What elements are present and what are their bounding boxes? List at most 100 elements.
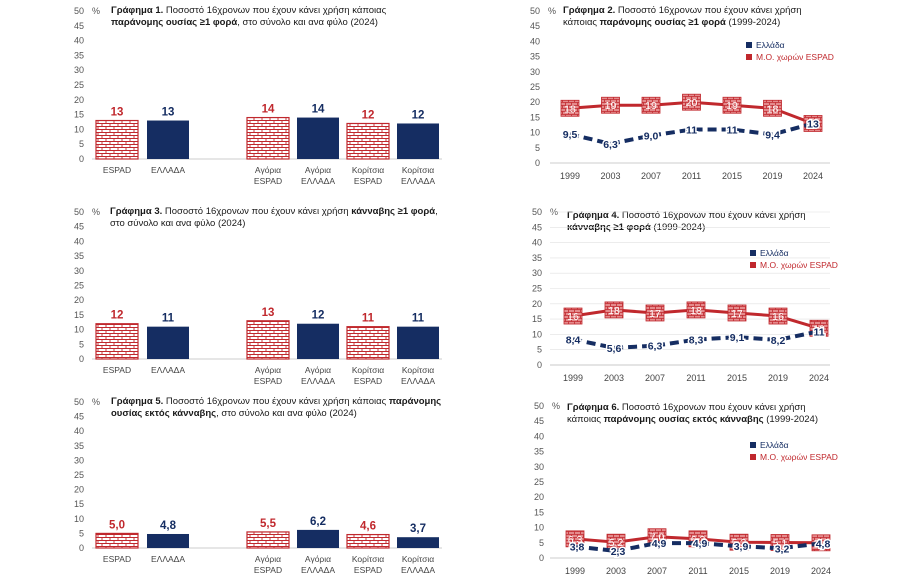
chart5-ytick: 40 [74, 426, 84, 436]
chart4-ytick: 5 [537, 345, 542, 355]
chart2-ytick: 25 [530, 82, 540, 92]
chart2-data-label-greece-5: 11 [726, 125, 737, 137]
chart2-data-label-espad-2: 19 [605, 100, 617, 112]
chart2-ytick: 5 [535, 143, 540, 153]
chart3-category-label: ESPAD [103, 365, 131, 375]
chart2-marker-espad-2 [601, 96, 620, 114]
chart4-xtick: 2019 [768, 373, 788, 383]
chart6-data-label-greece-5: 3,9 [734, 541, 749, 553]
chart6-legend-label-1: Ελλάδα [760, 440, 789, 450]
chart2-ytick: 40 [530, 36, 540, 46]
chart6-data-label-greece-1: 3,8 [570, 541, 585, 553]
chart5-title: Γράφημα 5. Ποσοστό 16χρονων που έχουν κά… [111, 396, 442, 419]
chart4-ytick: 10 [532, 329, 542, 339]
chart5-category-label: ΕΛΛΑΔΑ [301, 565, 335, 575]
chart3-ytick: 50 [74, 207, 84, 217]
chart3-ytick: 5 [79, 339, 84, 349]
chart2-xtick: 2024 [803, 171, 823, 181]
chart2-legend-swatch-2 [746, 54, 752, 60]
chart4-data-label-espad-2: 18 [608, 305, 620, 317]
chart6-xtick: 2019 [770, 566, 790, 576]
chart1-data-label-3: 14 [262, 104, 275, 116]
chart5-data-label-5: 4,6 [360, 521, 376, 533]
chart1-ytick: 15 [74, 110, 84, 120]
chart3-category-label: ESPAD [354, 376, 382, 386]
chart4-ytick: 50 [532, 207, 542, 217]
chart4-ytick: 25 [532, 284, 542, 294]
chart3-category-label: Κορίτσια [402, 365, 434, 375]
chart2-xtick: 2011 [682, 171, 701, 181]
chart1-ytick: 5 [79, 139, 84, 149]
chart3-bar-5 [346, 326, 390, 360]
chart6-ytick: 35 [534, 447, 544, 457]
chart4-legend-label-1: Ελλάδα [760, 248, 789, 258]
chart2-ytick: 50 [530, 6, 540, 16]
chart4-marker-espad-1 [563, 307, 583, 325]
chart6-title: Γράφημα 6. Ποσοστό 16χρονων που έχουν κά… [567, 402, 818, 425]
chart6-ytick: 15 [534, 507, 544, 517]
chart3-ytick: 0 [79, 354, 84, 364]
chart4-ytick: 30 [532, 268, 542, 278]
chart6-unit-label: % [552, 401, 560, 411]
chart4-xtick: 2024 [809, 373, 829, 383]
chart1-ytick: 10 [74, 124, 84, 134]
chart6-ytick: 20 [534, 492, 544, 502]
chart1-data-label-5: 12 [362, 109, 375, 121]
chart2-xtick: 2007 [641, 171, 661, 181]
chart6-ytick: 5 [539, 538, 544, 548]
chart4-data-label-greece-7: 11 [813, 326, 824, 338]
chart4-legend-swatch-1 [750, 250, 756, 256]
chart6-legend-swatch-2 [750, 454, 756, 460]
chart2-marker-espad-4 [682, 93, 701, 111]
chart5-bar-5 [346, 533, 390, 549]
chart5-ytick: 45 [74, 412, 84, 422]
chart6-xtick: 2007 [647, 566, 667, 576]
chart2-data-label-espad-3: 19 [645, 100, 657, 112]
chart6-xtick: 2015 [729, 566, 749, 576]
chart1-category-label: ΕΛΛΑΔΑ [151, 165, 185, 175]
chart5-ytick: 30 [74, 455, 84, 465]
chart2-ytick: 0 [535, 158, 540, 168]
chart1-bar-1 [95, 119, 139, 160]
chart6-xtick: 1999 [565, 566, 585, 576]
chart2-marker-espad-5 [722, 96, 742, 114]
chart5-bar-3 [246, 531, 290, 549]
chart5-unit-label: % [92, 397, 100, 407]
chart2-data-label-espad-6: 18 [767, 103, 779, 115]
chart6-marker-espad-3 [647, 528, 667, 546]
chart2-marker-espad-1 [560, 99, 580, 117]
chart5-ytick: 0 [79, 543, 84, 553]
chart4-legend-swatch-2 [750, 262, 756, 268]
chart3-ytick: 45 [74, 222, 84, 232]
chart3-ytick: 15 [74, 310, 84, 320]
chart2-xtick: 2019 [762, 171, 782, 181]
chart5-category-label: ΕΛΛΑΔΑ [151, 554, 185, 564]
chart4-ytick: 15 [532, 314, 542, 324]
chart4-data-label-espad-7: 12 [813, 323, 825, 335]
chart6-marker-espad-2 [606, 533, 626, 551]
chart1-data-label-2: 13 [162, 107, 175, 119]
chart6-data-label-greece-4: 4,9 [693, 538, 708, 550]
chart4-marker-espad-6 [768, 307, 788, 325]
chart3-bar-3 [246, 320, 290, 360]
chart2-ytick: 45 [530, 21, 540, 31]
chart1-data-label-4: 14 [312, 104, 325, 116]
chart4-data-label-greece-4: 8,3 [689, 335, 704, 347]
chart3-bar-4 [297, 323, 339, 359]
chart6-xtick: 2003 [606, 566, 626, 576]
chart4-data-label-greece-6: 8,2 [771, 335, 786, 347]
chart5-ytick: 10 [74, 514, 84, 524]
chart5-ytick: 5 [79, 528, 84, 538]
chart6-data-label-espad-7: 5,0 [814, 538, 829, 550]
chart2-ytick: 10 [530, 128, 540, 138]
chart6-data-label-greece-6: 3,2 [775, 543, 790, 555]
chart6-legend-label-2: Μ.Ο. χωρών ESPAD [760, 452, 838, 462]
chart1-bar-2 [147, 120, 189, 159]
chart5-ytick: 50 [74, 397, 84, 407]
chart2-title: Γράφημα 2. Ποσοστό 16χρονων που έχουν κά… [563, 5, 802, 28]
chart1-ytick: 25 [74, 80, 84, 90]
chart6-data-label-greece-7: 4,8 [816, 538, 831, 550]
chart5-category-label: Κορίτσια [402, 554, 434, 564]
chart5-category-label: ESPAD [354, 565, 382, 575]
